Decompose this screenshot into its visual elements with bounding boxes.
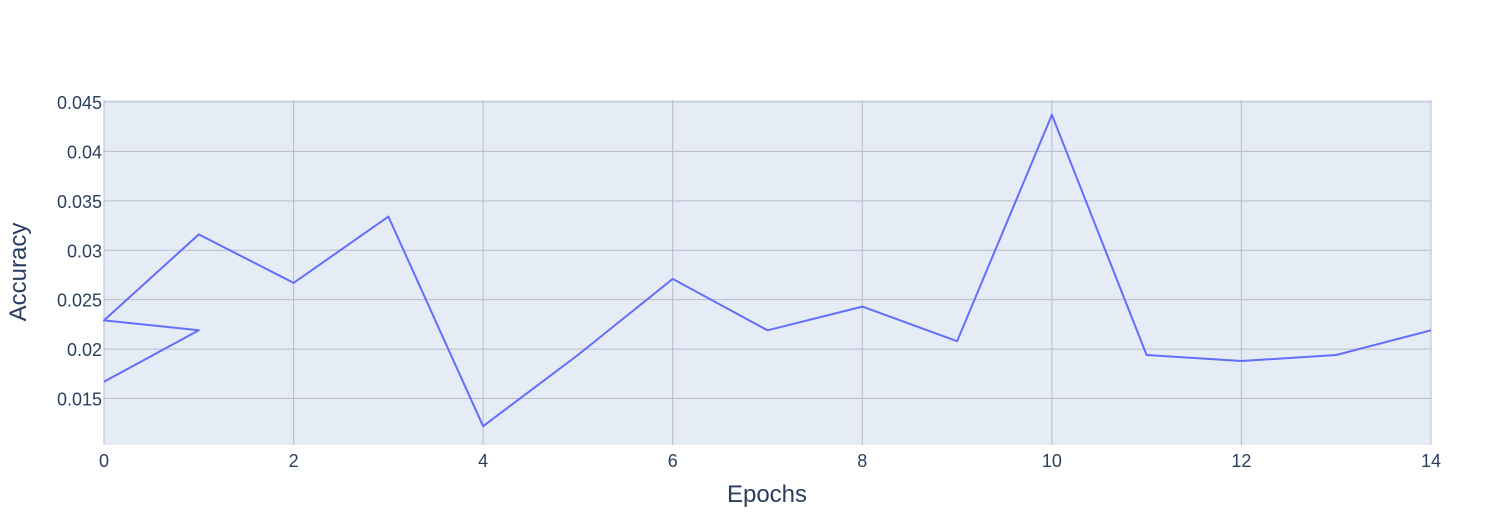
y-tick-label: 0.035 [57,192,102,212]
x-axis-label: Epochs [727,481,807,508]
y-axis-label: Accuracy [5,223,32,322]
data-point[interactable] [1141,349,1153,361]
series-layer [98,109,1437,432]
plot-background [104,100,1431,445]
data-point[interactable] [1235,355,1247,367]
series-line [103,113,1432,428]
data-point[interactable] [288,277,300,289]
y-tick-label: 0.04 [67,142,102,162]
x-tick-label: 14 [1421,451,1441,471]
x-tick-label: 2 [289,451,299,471]
x-tick-label: 10 [1042,451,1062,471]
x-tick-label: 8 [857,451,867,471]
data-point[interactable] [951,335,963,347]
y-tick-label: 0.045 [57,93,102,113]
data-point[interactable] [1330,349,1342,361]
x-tick-label: 0 [99,451,109,471]
data-point[interactable] [382,211,394,223]
x-tick-label: 6 [668,451,678,471]
data-point[interactable] [193,228,205,240]
data-point[interactable] [762,324,774,336]
data-point[interactable] [856,301,868,313]
y-tick-label: 0.025 [57,291,102,311]
tick-labels: 0 2 4 6 8 10 12 14 0.015 0.02 0.025 0.03 0.035 0.04 0.… [57,93,1441,471]
data-point[interactable] [98,314,110,326]
data-point[interactable] [98,376,110,388]
data-point[interactable] [193,324,205,336]
y-tick-label: 0.03 [67,241,102,261]
x-tick-label: 12 [1231,451,1251,471]
y-tick-label: 0.015 [57,390,102,410]
data-point[interactable] [1425,324,1437,336]
y-tick-label: 0.02 [67,340,102,360]
data-point[interactable] [477,420,489,432]
data-point[interactable] [667,273,679,285]
x-tick-label: 4 [478,451,488,471]
data-point[interactable] [572,349,584,361]
data-point[interactable] [1046,109,1058,121]
grid-lines [103,100,1432,445]
